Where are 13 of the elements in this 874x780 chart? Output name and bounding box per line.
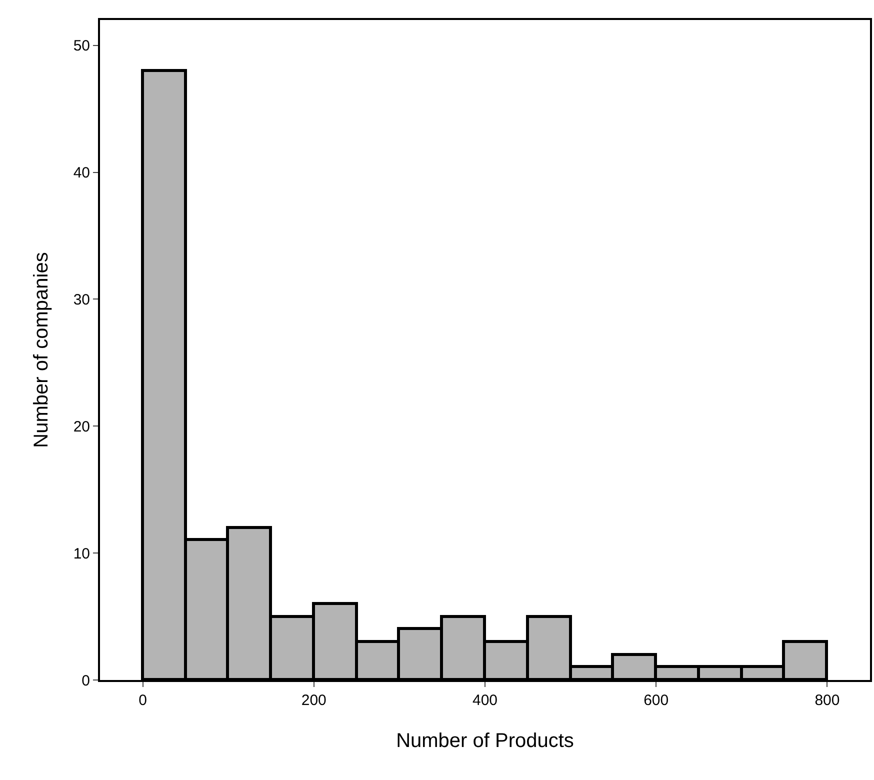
x-axis-title: Number of Products bbox=[396, 730, 574, 752]
y-tick-label: 50 bbox=[73, 38, 90, 55]
x-tick-label: 200 bbox=[301, 692, 326, 709]
y-axis-title: Number of companies bbox=[30, 252, 52, 448]
x-tick-label: 400 bbox=[472, 692, 498, 709]
y-tick-label: 20 bbox=[73, 418, 90, 436]
x-tick-label: 800 bbox=[814, 692, 840, 709]
y-tick-label: 40 bbox=[73, 164, 90, 182]
x-tick-label: 600 bbox=[644, 692, 669, 709]
x-tick-label: 0 bbox=[138, 692, 147, 709]
y-tick-label: 10 bbox=[73, 545, 90, 562]
y-tick-label: 30 bbox=[73, 291, 90, 308]
y-tick-label: 0 bbox=[82, 672, 90, 690]
